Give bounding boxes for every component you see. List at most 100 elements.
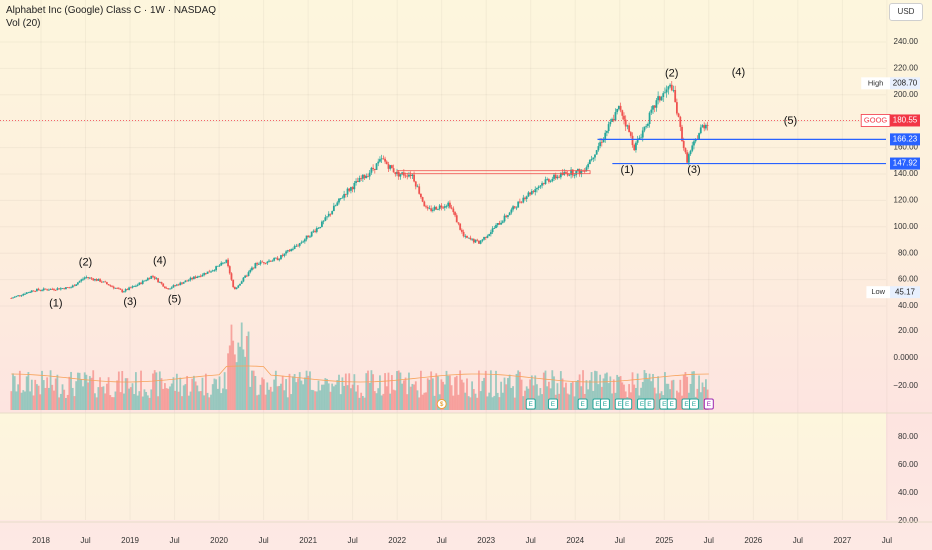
- volume-bar: [47, 387, 50, 410]
- volume-bar: [440, 379, 443, 410]
- volume-bar: [210, 394, 212, 410]
- volume-bar: [612, 379, 615, 410]
- low-marker: [866, 286, 920, 299]
- time-axis-tick: Jul: [80, 536, 90, 545]
- candle-body: [558, 176, 561, 178]
- candle-body: [513, 206, 516, 208]
- volume-bar: [155, 372, 158, 410]
- candle-body: [705, 125, 707, 129]
- volume-bar: [90, 377, 93, 410]
- volume-bar: [344, 373, 347, 410]
- volume-bar: [503, 377, 506, 410]
- candle-body: [433, 206, 436, 210]
- candle-body: [693, 141, 695, 146]
- volume-bar: [392, 389, 395, 410]
- candle-body: [665, 89, 668, 93]
- volume-bar: [525, 386, 528, 410]
- volume-bar: [623, 384, 625, 410]
- candle-body: [420, 193, 422, 198]
- volume-bar: [488, 392, 491, 410]
- volume-bar: [278, 385, 281, 410]
- volume-indicator-label[interactable]: Vol (20): [6, 18, 41, 29]
- volume-bar: [303, 377, 306, 410]
- candle-body: [643, 126, 646, 131]
- candle-body: [119, 288, 122, 290]
- volume-bar: [321, 384, 323, 410]
- candle-body: [17, 295, 20, 297]
- volume-bar: [145, 391, 148, 410]
- lower-axis-tick: 80.00: [898, 432, 919, 441]
- volume-bar: [280, 383, 282, 410]
- volume-bar: [621, 382, 624, 410]
- symbol-title[interactable]: Alphabet Inc (Google) Class C · 1W · NAS…: [6, 5, 217, 16]
- candle-body: [527, 192, 530, 197]
- candle-body: [191, 277, 194, 279]
- volume-bar: [169, 386, 171, 410]
- candle-body: [339, 198, 342, 199]
- candle-body: [418, 186, 421, 194]
- candle-body: [355, 181, 357, 183]
- volume-bar: [268, 389, 270, 410]
- volume-bar: [423, 392, 426, 410]
- volume-bar: [220, 393, 223, 410]
- candle-body: [95, 279, 98, 281]
- candle-body: [406, 175, 409, 177]
- candle-body: [314, 230, 316, 232]
- candle-body: [684, 148, 687, 153]
- candle-body: [317, 227, 320, 229]
- candle-body: [117, 288, 120, 290]
- candle-body: [646, 123, 649, 126]
- candle-body: [449, 202, 451, 208]
- candle-body: [450, 207, 453, 209]
- volume-bar: [435, 373, 438, 410]
- candle-body: [280, 255, 282, 260]
- volume-bar: [670, 380, 673, 410]
- candle-body: [135, 285, 137, 287]
- candle-body: [457, 222, 460, 224]
- candle-body: [20, 295, 23, 297]
- volume-bar: [37, 385, 40, 410]
- volume-bar: [18, 370, 21, 410]
- volume-bar: [590, 372, 593, 410]
- volume-bar: [15, 391, 18, 410]
- volume-bar: [13, 376, 16, 410]
- volume-bar: [343, 385, 346, 410]
- lower-pane-background: [0, 413, 886, 520]
- candle-body: [471, 238, 474, 240]
- candle-body: [285, 251, 287, 254]
- candle-body: [525, 196, 528, 199]
- volume-bar: [274, 370, 277, 410]
- candle-body: [203, 273, 206, 275]
- candle-body: [25, 292, 28, 294]
- candle-body: [302, 241, 305, 243]
- volume-bar: [616, 374, 619, 410]
- candle-body: [553, 174, 555, 179]
- candle-body: [682, 141, 685, 149]
- candle-body: [92, 278, 95, 281]
- volume-bar: [641, 381, 644, 410]
- volume-bar: [655, 393, 658, 410]
- volume-bar: [409, 386, 412, 410]
- volume-bar: [425, 392, 427, 410]
- volume-bar: [573, 396, 576, 410]
- candle-body: [384, 158, 386, 162]
- volume-bar: [351, 384, 354, 410]
- candle-body: [573, 175, 576, 176]
- candle-body: [303, 239, 306, 242]
- volume-bar: [128, 388, 130, 410]
- volume-bar: [399, 372, 402, 410]
- volume-bar: [227, 353, 229, 410]
- candle-body: [257, 264, 260, 265]
- volume-bar: [505, 384, 508, 410]
- volume-bar: [452, 395, 455, 410]
- currency-button[interactable]: USD: [889, 3, 923, 21]
- candle-body: [319, 226, 322, 228]
- volume-bar: [329, 391, 332, 410]
- candle-body: [292, 248, 294, 250]
- candle-body: [94, 279, 96, 281]
- volume-bar: [100, 386, 103, 410]
- volume-bar: [402, 380, 405, 410]
- candle-body: [350, 187, 352, 191]
